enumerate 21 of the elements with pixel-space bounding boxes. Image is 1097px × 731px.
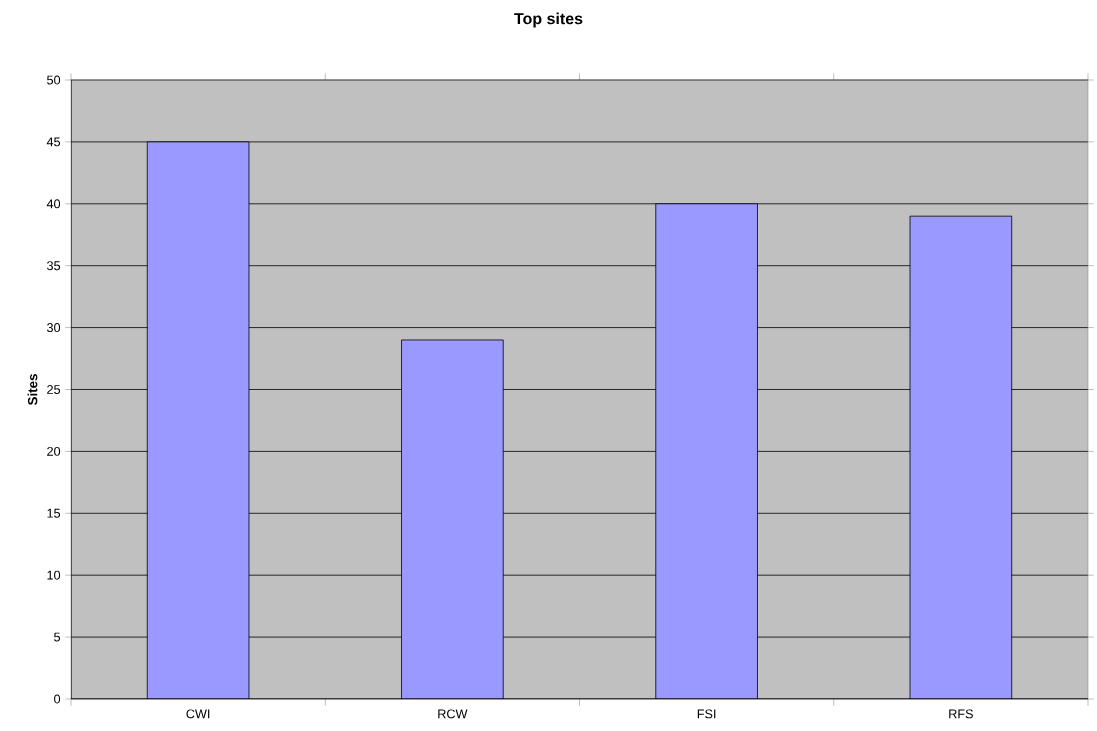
chart-title: Top sites <box>514 12 583 28</box>
bar <box>655 203 758 699</box>
y-tick-label: 0 <box>54 694 61 704</box>
y-tick-label: 15 <box>47 508 61 518</box>
y-tick-label: 5 <box>54 632 61 642</box>
y-axis-title: Sites <box>27 374 38 406</box>
x-tick-label: FSI <box>697 709 716 719</box>
y-tick-label: 30 <box>47 323 61 333</box>
y-tick-label: 40 <box>46 199 61 209</box>
y-tick-label: 25 <box>47 385 61 394</box>
y-tick-label: 35 <box>47 261 61 271</box>
y-tick-label: 50 <box>47 75 61 85</box>
x-tick-label: RFS <box>949 709 973 719</box>
x-tick-label: CWI <box>186 709 210 719</box>
bar <box>146 141 250 699</box>
bar <box>401 339 504 699</box>
y-tick-label: 45 <box>46 137 61 147</box>
y-tick-label: 10 <box>47 570 61 580</box>
x-tick-label: RCW <box>438 709 468 719</box>
y-tick-label: 20 <box>47 446 61 456</box>
bar <box>909 215 1013 699</box>
